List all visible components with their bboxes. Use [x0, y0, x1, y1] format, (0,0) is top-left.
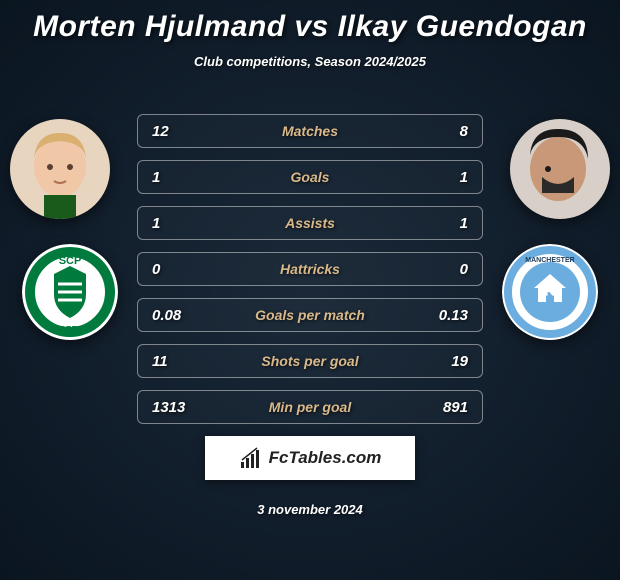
stat-label: Matches	[207, 123, 413, 139]
stats-table: 12 Matches 8 1 Goals 1 1 Assists 1 0 Hat…	[137, 114, 483, 424]
stat-row: 0 Hattricks 0	[137, 252, 483, 286]
sporting-badge-svg: SCP SPORTING	[22, 244, 118, 340]
stat-row: 1 Assists 1	[137, 206, 483, 240]
stat-value-right: 1	[413, 169, 468, 186]
stat-value-right: 8	[413, 123, 468, 140]
svg-text:MANCHESTER: MANCHESTER	[525, 257, 574, 264]
stat-row: 0.08 Goals per match 0.13	[137, 298, 483, 332]
player1-name: Morten Hjulmand	[33, 10, 286, 43]
stat-value-right: 891	[413, 399, 468, 416]
stat-value-left: 1	[152, 215, 207, 232]
stat-label: Goals	[207, 169, 413, 185]
fctables-icon	[239, 446, 263, 470]
footer-date: 3 november 2024	[0, 502, 620, 517]
stat-value-left: 1313	[152, 399, 207, 416]
comparison-title: Morten Hjulmand vs Ilkay Guendogan	[0, 0, 620, 44]
stat-value-right: 0	[413, 261, 468, 278]
content-area: SCP SPORTING MANCHESTER 12 Matches 8 1 G…	[0, 114, 620, 517]
stat-row: 1313 Min per goal 891	[137, 390, 483, 424]
subtitle: Club competitions, Season 2024/2025	[0, 54, 620, 69]
stat-value-left: 1	[152, 169, 207, 186]
player1-avatar	[10, 119, 110, 219]
footer-brand: FcTables.com	[205, 436, 415, 480]
player2-name: Ilkay Guendogan	[338, 10, 587, 43]
stat-row: 12 Matches 8	[137, 114, 483, 148]
stat-value-right: 0.13	[413, 307, 468, 324]
mancity-badge-svg: MANCHESTER	[502, 244, 598, 340]
player1-club-badge: SCP SPORTING	[22, 244, 118, 340]
stat-label: Goals per match	[207, 307, 413, 323]
stat-value-left: 12	[152, 123, 207, 140]
stat-value-left: 11	[152, 353, 207, 370]
svg-text:SPORTING: SPORTING	[49, 325, 91, 334]
stat-value-right: 19	[413, 353, 468, 370]
footer-brand-text: FcTables.com	[269, 448, 382, 468]
stat-value-right: 1	[413, 215, 468, 232]
stat-value-left: 0	[152, 261, 207, 278]
stat-label: Min per goal	[207, 399, 413, 415]
stat-label: Assists	[207, 215, 413, 231]
stat-value-left: 0.08	[152, 307, 207, 324]
svg-text:SCP: SCP	[59, 255, 82, 267]
stat-label: Hattricks	[207, 261, 413, 277]
player1-avatar-svg	[10, 119, 110, 219]
stat-label: Shots per goal	[207, 353, 413, 369]
stat-row: 11 Shots per goal 19	[137, 344, 483, 378]
vs-text: vs	[294, 10, 328, 43]
stat-row: 1 Goals 1	[137, 160, 483, 194]
player2-avatar	[510, 119, 610, 219]
player2-club-badge: MANCHESTER	[502, 244, 598, 340]
player2-avatar-svg	[510, 119, 610, 219]
